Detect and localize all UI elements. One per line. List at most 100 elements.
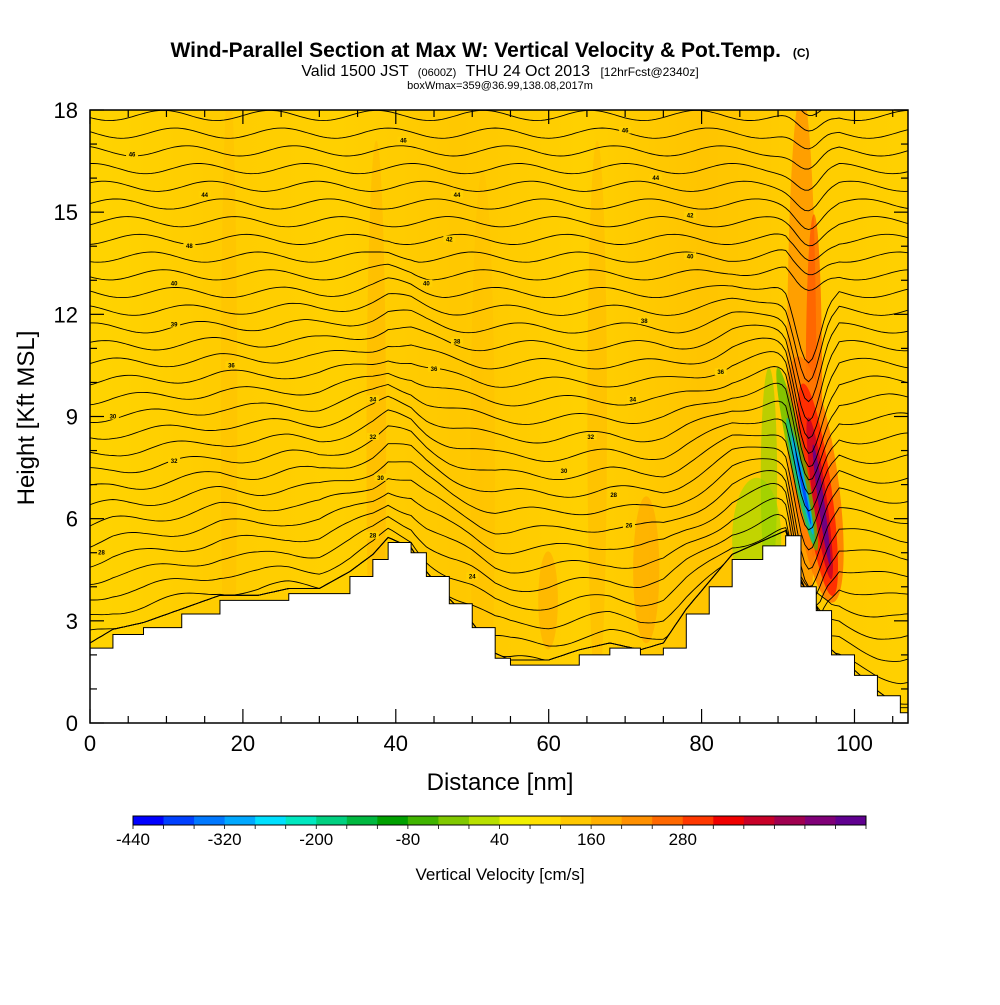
theta-line-25 (90, 233, 908, 261)
theta-label-16: 32 (366, 432, 379, 441)
colorbar-swatch-7 (346, 816, 378, 825)
theta-line-26 (90, 216, 908, 247)
y-tick-label-3: 3 (66, 609, 78, 634)
theta-label-10: 44 (450, 191, 463, 199)
theta-line-9 (90, 470, 908, 588)
theta-line-13 (90, 409, 908, 512)
y-tick-label-12: 12 (54, 302, 78, 327)
theta-label-text-2: 48 (186, 244, 193, 250)
theta-line-32 (90, 110, 908, 132)
theta-label-29: 28 (607, 490, 620, 499)
theta-label-text-1: 44 (201, 193, 208, 199)
colorbar-swatch-9 (407, 816, 439, 825)
x-tick-label-80: 80 (689, 731, 713, 756)
theta-label-text-10: 44 (454, 193, 461, 199)
theta-line-14 (90, 395, 908, 495)
theta-label-23: 40 (684, 252, 697, 260)
colorbar-tick-label-2: -200 (299, 830, 333, 849)
colorbar-swatch-21 (774, 816, 806, 825)
x-tick-label-100: 100 (836, 731, 873, 756)
colorbar-swatch-5 (285, 816, 317, 825)
velocity-shade-4 (633, 496, 660, 644)
colorbar: -440 -320 -200 -80 40 160 280 (116, 815, 867, 849)
colorbar-swatch-3 (224, 816, 256, 825)
theta-label-text-14: 36 (431, 367, 438, 373)
colorbar-swatch-18 (682, 816, 714, 825)
theta-line-15 (90, 382, 908, 481)
theta-line-31 (90, 127, 908, 150)
theta-contours (90, 110, 908, 709)
updraft-core-3 (812, 444, 831, 566)
theta-label-text-25: 36 (717, 370, 724, 376)
theta-label-24: 38 (638, 317, 651, 325)
x-axis: 0 20 40 60 80 100 (84, 110, 894, 756)
theta-label-text-28: 30 (561, 469, 568, 475)
theta-label-6: 30 (106, 412, 119, 421)
y-tick-label-6: 6 (66, 507, 78, 532)
theta-label-text-17: 30 (377, 476, 384, 482)
y-axis-label: Height [Kft MSL] (13, 331, 40, 506)
terrain (90, 535, 908, 723)
theta-label-20: 46 (619, 126, 632, 134)
y-tick-label-18: 18 (54, 98, 78, 123)
chart-title: Wind-Parallel Section at Max W: Vertical… (170, 39, 809, 62)
theta-label-text-9: 46 (400, 139, 407, 145)
theta-label-text-6: 30 (110, 415, 117, 421)
colorbar-swatch-4 (255, 816, 287, 825)
theta-line-8 (90, 482, 908, 601)
theta-line-19 (90, 324, 908, 422)
theta-line-22 (90, 277, 908, 364)
theta-label-text-15: 34 (370, 397, 377, 403)
x-tick-label-40: 40 (384, 731, 408, 756)
theta-label-19: 24 (466, 572, 479, 581)
theta-label-text-26: 34 (629, 397, 636, 403)
colorbar-swatch-2 (194, 816, 226, 825)
theta-label-14: 36 (428, 364, 441, 373)
theta-label-text-27: 32 (587, 435, 594, 441)
x-tick-label-60: 60 (536, 731, 560, 756)
colorbar-label: Vertical Velocity [cm/s] (415, 865, 584, 884)
theta-line-10 (90, 458, 908, 570)
theta-label-text-19: 24 (469, 575, 476, 581)
chart-boxline: boxWmax=359@36.99,138.08,2017m (407, 80, 593, 92)
theta-label-text-4: 39 (171, 323, 178, 329)
colorbar-tick-label-1: -320 (208, 830, 242, 849)
theta-line-5 (90, 527, 908, 618)
theta-label-text-22: 42 (687, 214, 694, 220)
theta-line-12 (90, 425, 908, 531)
theta-label-text-8: 28 (98, 551, 105, 557)
theta-label-13: 38 (450, 337, 463, 346)
theta-label-11: 42 (443, 235, 456, 243)
colorbar-swatch-10 (438, 816, 470, 825)
theta-line-17 (90, 351, 908, 454)
y-tick-label-9: 9 (66, 405, 78, 430)
colorbar-swatch-1 (163, 816, 195, 825)
colorbar-swatch-8 (377, 816, 409, 825)
colorbar-swatch-20 (743, 816, 775, 825)
colorbar-swatch-17 (652, 816, 684, 825)
theta-line-4 (90, 529, 908, 640)
theta-label-text-18: 28 (370, 534, 377, 540)
theta-label-18: 28 (366, 531, 379, 540)
theta-label-text-13: 38 (454, 340, 461, 346)
theta-label-text-20: 46 (622, 128, 629, 134)
theta-line-27 (90, 198, 908, 230)
theta-label-12: 40 (420, 279, 433, 288)
theta-label-15: 34 (366, 395, 379, 403)
colorbar-swatch-16 (621, 816, 653, 825)
theta-label-text-3: 40 (171, 282, 178, 288)
theta-line-24 (90, 249, 908, 276)
theta-label-27: 32 (584, 432, 597, 441)
velocity-shade-3 (587, 140, 607, 693)
theta-label-text-21: 44 (652, 176, 659, 182)
theta-label-22: 42 (684, 211, 697, 220)
chart-subtitle: Valid 1500 JST (0600Z) THU 24 Oct 2013 [… (301, 63, 698, 80)
theta-label-7: 32 (168, 456, 181, 465)
colorbar-swatch-13 (530, 816, 562, 825)
theta-line-6 (90, 513, 908, 617)
theta-label-26: 34 (626, 395, 639, 403)
colorbar-swatch-0 (133, 816, 165, 825)
theta-line-29 (90, 163, 908, 191)
theta-label-text-7: 32 (171, 459, 178, 465)
